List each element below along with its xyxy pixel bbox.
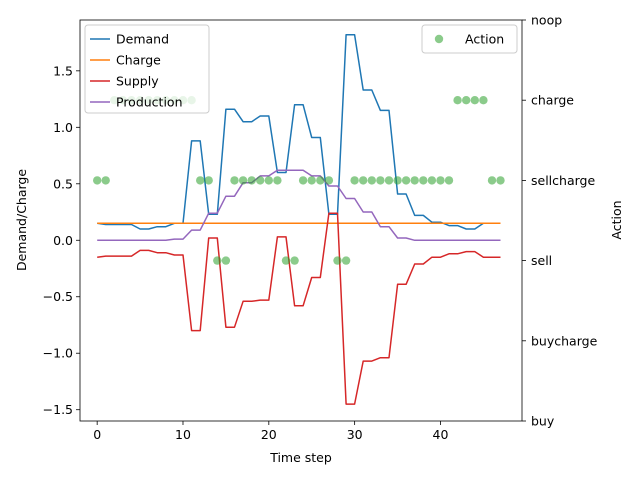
action-point: [307, 176, 316, 185]
action-point: [101, 176, 110, 185]
action-point: [393, 176, 402, 185]
action-point: [273, 176, 282, 185]
action-point: [444, 176, 454, 185]
action-point: [247, 176, 256, 185]
action-point: [196, 176, 205, 185]
legend-right: Action: [421, 24, 518, 54]
action-point: [333, 256, 342, 265]
action-point: [213, 256, 222, 265]
action-point: [496, 176, 505, 185]
action-point: [93, 176, 102, 185]
legend-frame: [421, 24, 518, 54]
y2-tick-label: charge: [531, 93, 574, 108]
action-point: [281, 256, 291, 265]
action-point: [376, 176, 385, 185]
y2-axis-label: Action: [609, 200, 624, 239]
ticks-layer: 0 10 20 30 40 −1.5 −1.0 −0.5 0.0 0.5 1.0 1.5 buy buyc…: [43, 13, 598, 443]
action-point: [298, 176, 308, 185]
plot-frame: [79, 19, 523, 422]
action-point: [462, 96, 471, 105]
action-point: [290, 256, 299, 265]
x-tick-label: 10: [175, 427, 191, 442]
y2-tick-label: sell: [531, 253, 552, 268]
action-point: [453, 96, 462, 105]
action-point: [341, 256, 351, 265]
action-point: [324, 176, 334, 185]
series-line-demand: [97, 33, 501, 230]
action-point: [419, 176, 428, 185]
legend-label-supply: Supply: [116, 74, 159, 89]
action-point: [238, 176, 248, 185]
action-point: [470, 96, 479, 105]
action-point: [359, 176, 368, 185]
legend-label-charge: Charge: [116, 53, 161, 68]
legend-left: Demand Charge Supply Production: [84, 24, 210, 114]
action-point: [316, 176, 325, 185]
action-point: [367, 176, 376, 185]
y2-tick-label: buy: [531, 414, 555, 429]
series-line-supply: [97, 212, 501, 405]
series-line-production: [97, 169, 501, 242]
action-point: [256, 176, 265, 185]
x-axis-label: Time step: [269, 450, 332, 465]
legend-frame: [84, 24, 210, 114]
y-tick-label: −1.5: [43, 402, 73, 417]
action-point: [436, 176, 445, 185]
action-point: [427, 176, 437, 185]
legend-label-action: Action: [465, 32, 504, 47]
action-point: [350, 176, 359, 185]
y2-tick-label: buycharge: [531, 333, 598, 348]
action-point: [401, 176, 411, 185]
y2-tick-label: sellcharge: [531, 173, 595, 188]
y-tick-label: 0.5: [53, 176, 73, 191]
x-tick-label: 40: [433, 427, 449, 442]
action-point: [410, 176, 419, 185]
y-tick-label: 0.0: [53, 233, 73, 248]
x-tick-label: 30: [347, 427, 363, 442]
y-tick-label: −0.5: [43, 289, 73, 304]
lines-layer: [97, 33, 501, 405]
action-point: [384, 176, 394, 185]
action-point: [221, 256, 231, 265]
x-tick-label: 20: [261, 427, 277, 442]
y-tick-label: 1.5: [53, 63, 73, 78]
legend-swatch-action: [434, 34, 444, 44]
action-point: [264, 176, 273, 185]
y2-tick-label: noop: [531, 13, 562, 28]
action-point: [204, 176, 213, 185]
action-point: [487, 176, 497, 185]
y-axis-label: Demand/Charge: [14, 169, 29, 271]
legend-label-production: Production: [116, 95, 183, 110]
y-tick-label: −1.0: [43, 346, 73, 361]
action-point: [479, 96, 488, 105]
action-point: [230, 176, 239, 185]
y-tick-label: 1.0: [53, 120, 73, 135]
x-tick-label: 0: [93, 427, 101, 442]
legend-label-demand: Demand: [116, 32, 169, 47]
